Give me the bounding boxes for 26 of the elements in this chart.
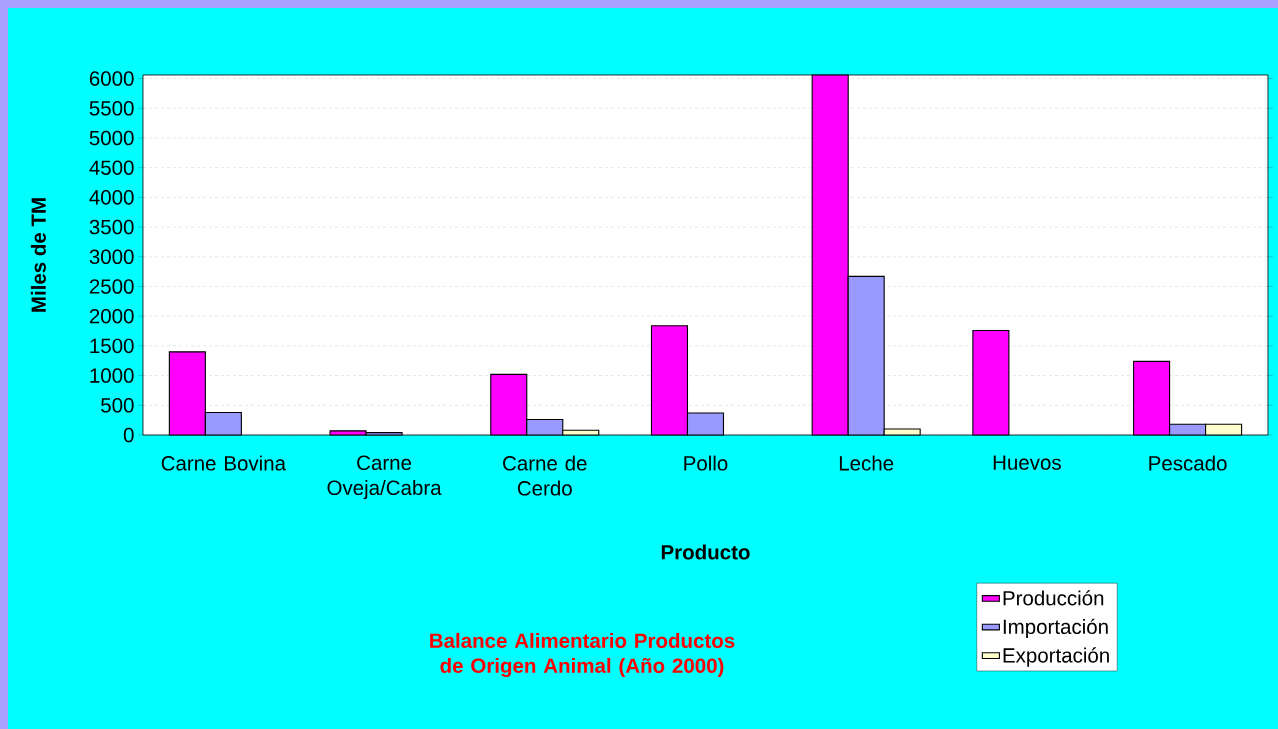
text: Balance Alimentario Productos de Origen Animal (Año 2000)	[430, 632, 735, 678]
y-tick-label: 5500	[89, 101, 134, 116]
x-axis-title: Producto	[661, 544, 750, 560]
y-tick-label: 6000	[89, 71, 134, 86]
x-tick-label: Leche	[839, 455, 894, 471]
x-tick-label: Carne Bovina	[161, 455, 286, 471]
y-tick-label: 500	[101, 398, 134, 413]
x-tick-label: Pescado	[1149, 455, 1227, 471]
x-tick-label: Carne de Cerdo	[503, 455, 587, 496]
y-axis-title: Miles de TM	[30, 198, 46, 312]
x-tick-label: Carne Oveja/Cabra	[327, 455, 442, 500]
y-tick-label: 1500	[90, 338, 134, 354]
y-tick-label: 4000	[89, 190, 134, 205]
y-tick-label: 4500	[89, 160, 134, 175]
y-tick-label: 3000	[89, 249, 134, 265]
y-tick-label: 2000	[89, 308, 134, 324]
legend-label: Producción	[1003, 590, 1104, 606]
x-tick-label: Pollo	[684, 455, 728, 471]
y-tick-label: 1000	[90, 368, 134, 383]
y-tick-label: 5000	[89, 130, 134, 146]
y-tick-label: 3500	[89, 219, 134, 235]
legend-label: Exportación	[1003, 647, 1109, 667]
y-tick-label: 0	[123, 427, 134, 443]
legend-label: Importación	[1003, 618, 1108, 639]
x-tick-label: Huevos	[993, 455, 1061, 470]
y-tick-label: 2500	[89, 279, 134, 294]
